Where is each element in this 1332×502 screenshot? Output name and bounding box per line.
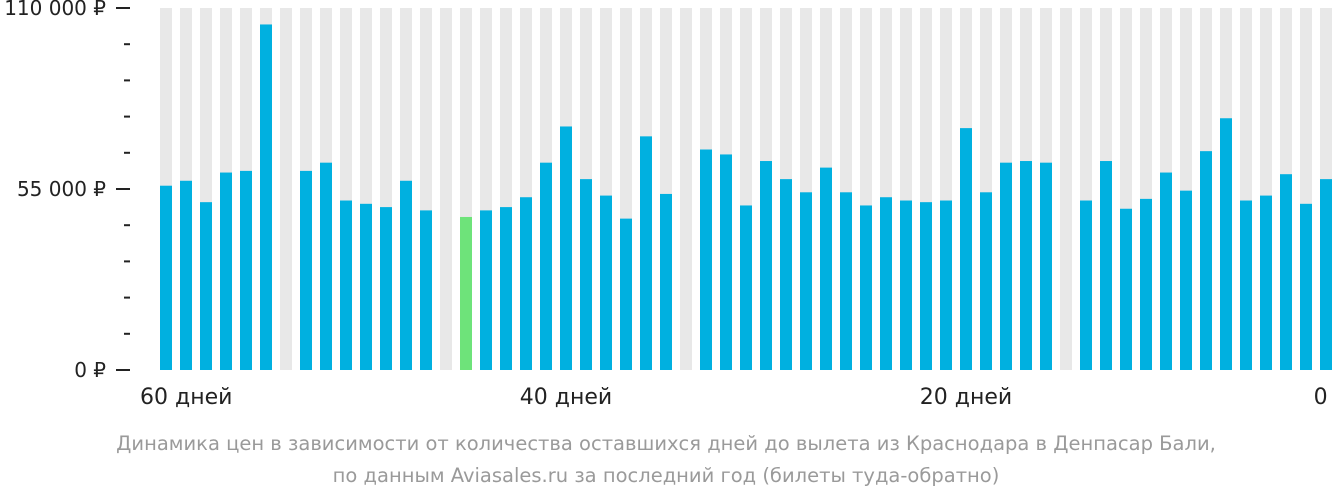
price-bar (500, 207, 512, 370)
background-column (440, 8, 452, 370)
price-bar (1220, 118, 1232, 370)
price-bar (1160, 172, 1172, 370)
price-bar (940, 200, 952, 370)
price-bar (980, 192, 992, 370)
price-bar (660, 193, 672, 370)
x-tick-label: 40 дней (520, 385, 612, 410)
price-bar (400, 180, 412, 370)
price-bar (600, 195, 612, 370)
x-tick-label: 0 дней (1314, 385, 1332, 410)
price-bar (260, 24, 272, 370)
y-tick-label: 0 ₽ (74, 358, 106, 382)
background-column (680, 8, 692, 370)
y-tick-label: 110 000 ₽ (4, 0, 106, 20)
price-bar (1280, 174, 1292, 370)
price-bar (340, 200, 352, 370)
price-bar (240, 170, 252, 370)
price-bar (1120, 208, 1132, 370)
price-bar (900, 200, 912, 370)
price-bar-cheapest (460, 216, 472, 370)
price-bar (580, 179, 592, 370)
price-bar (1260, 195, 1272, 370)
price-bar (220, 172, 232, 370)
price-bar (200, 202, 212, 370)
price-bar (1020, 161, 1032, 370)
price-bar (620, 218, 632, 370)
background-column (280, 8, 292, 370)
background-column (1060, 8, 1072, 370)
price-bar (540, 162, 552, 370)
price-bar (840, 192, 852, 370)
price-bar (720, 154, 732, 370)
price-bar (1140, 198, 1152, 370)
price-bar (300, 170, 312, 370)
price-dynamics-chart: 110 000 ₽ 55 000 ₽ 0 ₽ 60 дней 40 дней 20 дн… (4, 0, 1332, 410)
price-bar (1300, 203, 1312, 370)
chart-caption: Динамика цен в зависимости от количества… (0, 428, 1332, 492)
price-bar (780, 179, 792, 370)
y-tick-label: 55 000 ₽ (17, 177, 106, 201)
price-bar (180, 180, 192, 370)
price-bar (860, 205, 872, 370)
price-bar (160, 185, 172, 370)
price-bar (960, 128, 972, 370)
price-bar (880, 197, 892, 370)
price-bar (1100, 161, 1112, 370)
x-tick-label: 60 дней (140, 385, 232, 410)
caption-line-2: по данным Aviasales.ru за последний год … (332, 464, 1000, 487)
price-bar (920, 202, 932, 370)
price-bar (700, 149, 712, 370)
price-bar (1000, 162, 1012, 370)
price-bar (1320, 179, 1332, 370)
price-bar (1240, 200, 1252, 370)
price-bar (380, 207, 392, 370)
price-bar (640, 136, 652, 370)
price-bar (800, 192, 812, 370)
x-axis: 60 дней 40 дней 20 дней 0 дней (140, 385, 1332, 410)
price-bar (1040, 162, 1052, 370)
price-bar (1180, 190, 1192, 370)
price-bars (160, 24, 1332, 371)
caption-line-1: Динамика цен в зависимости от количества… (116, 432, 1216, 455)
y-axis: 110 000 ₽ 55 000 ₽ 0 ₽ (4, 0, 130, 382)
price-bar (1200, 151, 1212, 370)
price-bar (360, 203, 372, 370)
price-bar (520, 197, 532, 370)
price-bar (560, 126, 572, 371)
price-bar (320, 162, 332, 370)
x-tick-label: 20 дней (920, 385, 1012, 410)
price-bar (1080, 200, 1092, 370)
price-bar (820, 167, 832, 370)
price-bar (760, 161, 772, 370)
price-bar (480, 210, 492, 370)
price-bar (740, 205, 752, 370)
price-bar (420, 210, 432, 370)
